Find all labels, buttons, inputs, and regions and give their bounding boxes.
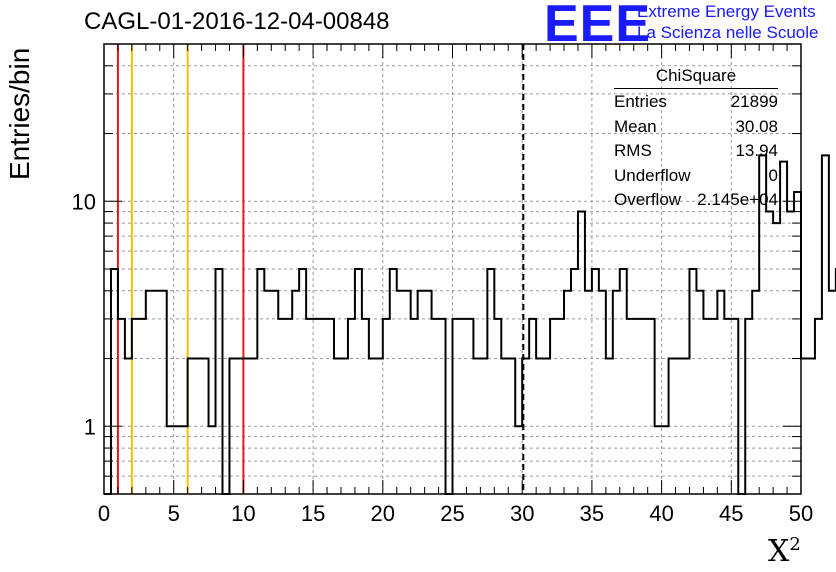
stats-label: Mean [614, 116, 657, 136]
x-tick-label: 35 [580, 501, 604, 526]
stats-row-overflow: Overflow 2.145e+04 [614, 188, 778, 213]
axes: 0 5 10 15 20 25 30 35 40 45 50 1 10 [72, 43, 813, 526]
y-tick-label: 10 [72, 189, 96, 214]
x-tick-label: 0 [98, 501, 110, 526]
x-tick-label: 45 [719, 501, 743, 526]
y-axis-label: Entries/bin [4, 47, 35, 180]
chart-title: CAGL-01-2016-12-04-00848 [84, 8, 390, 35]
stats-divider [614, 88, 778, 89]
stats-value: 0 [768, 165, 778, 185]
stats-label: RMS [614, 141, 652, 160]
x-tick-label: 25 [440, 501, 464, 526]
stats-value: 2.145e+04 [697, 190, 778, 209]
x-tick-label: 5 [168, 501, 180, 526]
histogram-line [104, 154, 836, 495]
x-tick-label: 20 [371, 501, 395, 526]
stats-label: Entries [614, 92, 667, 111]
x-tick-label: 40 [649, 501, 673, 526]
stats-row-rms: RMS 13.94 [614, 139, 778, 164]
stats-value: 30.08 [735, 116, 778, 136]
eee-logo: EEE [544, 0, 652, 53]
stats-label: Overflow [614, 190, 682, 209]
stats-box: ChiSquare Entries 21899 Mean 30.08 RMS 13.9… [614, 66, 778, 213]
logo-caption-2: La Scienza nelle Scuole [637, 23, 819, 42]
y-tick-label: 1 [84, 414, 96, 439]
histogram-series [104, 154, 836, 495]
x-tick-label: 10 [231, 501, 255, 526]
stats-value: 21899 [730, 92, 778, 111]
stats-row-mean: Mean 30.08 [614, 115, 778, 140]
x-axis-label: X2 [768, 534, 801, 569]
stats-label: Underflow [614, 165, 691, 185]
stats-row-entries: Entries 21899 [614, 90, 778, 115]
x-tick-label: 15 [301, 501, 325, 526]
stats-row-underflow: Underflow 0 [614, 164, 778, 189]
x-tick-label: 50 [789, 501, 813, 526]
stats-value: 13.94 [735, 141, 778, 160]
x-tick-label: 30 [510, 501, 534, 526]
stats-title: ChiSquare [655, 66, 737, 85]
logo-caption-1: Extreme Energy Events [637, 2, 816, 21]
